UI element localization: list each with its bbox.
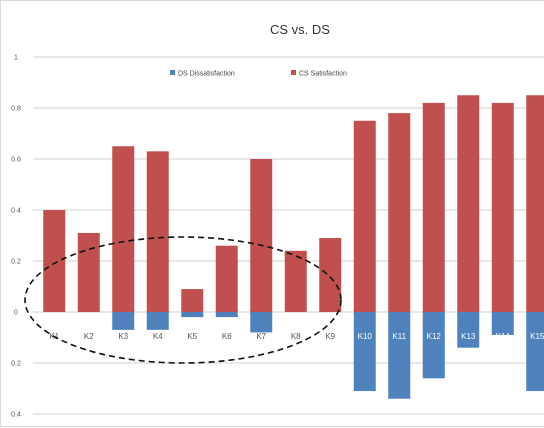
x-category-label: K15 bbox=[530, 332, 544, 341]
bar-cs-satisfaction bbox=[181, 289, 204, 312]
x-category-label: K3 bbox=[118, 332, 128, 341]
bar-cs-satisfaction bbox=[353, 120, 376, 312]
y-tick-label: 0.4 bbox=[11, 208, 21, 215]
bar-ds-dissatisfaction bbox=[181, 312, 204, 318]
bar-cs-satisfaction bbox=[112, 146, 135, 312]
y-tick-label: 0.2 bbox=[11, 259, 21, 266]
category-labels: K1 K2 K3 K4 K5 K6 K7 K8 K9 K10 K11 K12 K13 K14 K15 bbox=[49, 332, 544, 341]
y-tick-label: 1 bbox=[14, 55, 18, 62]
bar-ds-dissatisfaction bbox=[250, 312, 273, 333]
bar-cs-satisfaction bbox=[422, 102, 445, 313]
legend: DS Dissatisfaction CS Satisfaction bbox=[170, 70, 347, 78]
y-tick-label: 0.2 bbox=[11, 361, 21, 368]
x-category-label: K11 bbox=[392, 332, 406, 341]
y-axis-ticks: 1 0.8 0.6 0.4 0.2 0 0.2 0.4 bbox=[11, 55, 21, 419]
bar-ds-dissatisfaction bbox=[388, 312, 411, 399]
y-tick-label: 0.8 bbox=[11, 106, 21, 113]
bar-ds-dissatisfaction bbox=[491, 312, 514, 335]
bar-ds-dissatisfaction bbox=[215, 312, 238, 318]
bar-cs-satisfaction bbox=[250, 159, 273, 312]
bar-ds-dissatisfaction bbox=[526, 312, 544, 392]
bar-cs-satisfaction bbox=[491, 102, 514, 313]
bar-cs-satisfaction bbox=[388, 113, 411, 312]
bars bbox=[43, 95, 544, 399]
x-category-label: K2 bbox=[84, 332, 94, 341]
bar-cs-satisfaction bbox=[43, 210, 66, 312]
bar-cs-satisfaction bbox=[215, 245, 238, 312]
bar-ds-dissatisfaction bbox=[146, 312, 169, 330]
x-category-label: K9 bbox=[325, 332, 335, 341]
legend-label: CS Satisfaction bbox=[299, 71, 347, 78]
x-category-label: K5 bbox=[187, 332, 197, 341]
bar-cs-satisfaction bbox=[284, 250, 307, 312]
bar-cs-satisfaction bbox=[526, 95, 544, 312]
bar-cs-satisfaction bbox=[457, 95, 480, 312]
bar-ds-dissatisfaction bbox=[353, 312, 376, 392]
bar-cs-satisfaction bbox=[146, 151, 169, 312]
legend-label: DS Dissatisfaction bbox=[178, 71, 235, 78]
x-category-label: K12 bbox=[427, 332, 442, 341]
y-tick-label: 0.4 bbox=[11, 412, 21, 419]
legend-swatch bbox=[170, 70, 175, 75]
x-category-label: K6 bbox=[222, 332, 232, 341]
y-tick-label: 0.6 bbox=[11, 157, 21, 164]
annotation-dashed-ellipse bbox=[24, 236, 342, 364]
chart-title: CS vs. DS bbox=[270, 22, 330, 37]
y-tick-label: 0 bbox=[14, 310, 18, 317]
legend-swatch bbox=[291, 70, 296, 75]
bar-ds-dissatisfaction bbox=[457, 312, 480, 348]
x-category-label: K7 bbox=[256, 332, 266, 341]
x-category-label: K14 bbox=[496, 332, 511, 341]
bar-ds-dissatisfaction bbox=[422, 312, 445, 379]
x-category-label: K10 bbox=[358, 332, 373, 341]
x-category-label: K13 bbox=[461, 332, 476, 341]
bar-ds-dissatisfaction bbox=[112, 312, 135, 330]
bar-cs-satisfaction bbox=[319, 238, 342, 312]
bar-cs-satisfaction bbox=[77, 232, 100, 312]
x-category-label: K4 bbox=[153, 332, 163, 341]
x-category-label: K8 bbox=[291, 332, 301, 341]
